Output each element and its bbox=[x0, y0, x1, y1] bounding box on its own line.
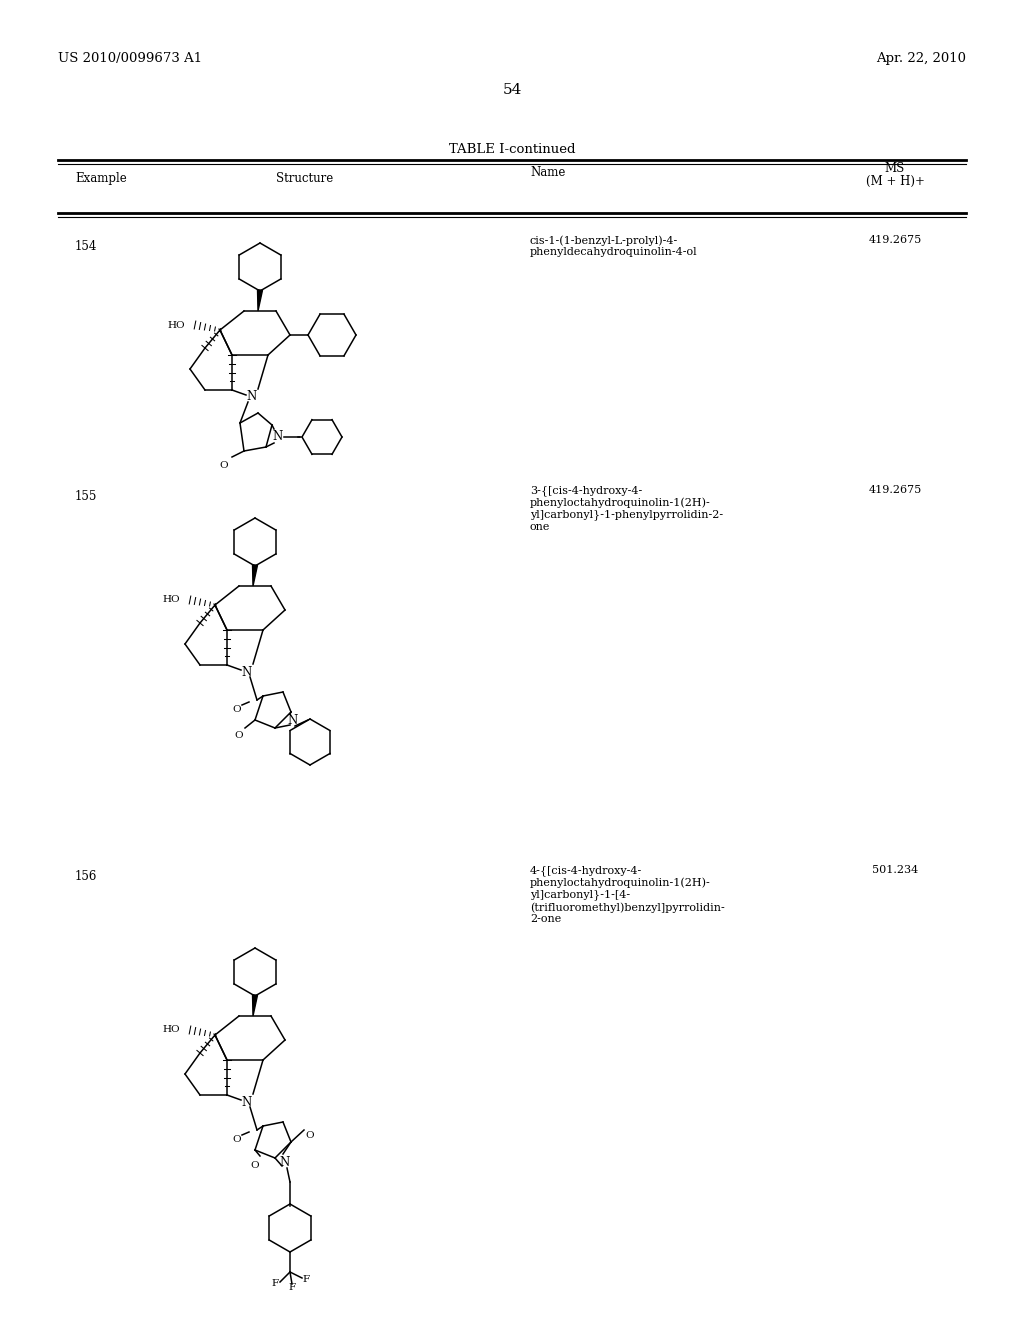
Text: HO: HO bbox=[163, 595, 180, 605]
Text: Structure: Structure bbox=[276, 172, 334, 185]
Text: 419.2675: 419.2675 bbox=[868, 235, 922, 246]
Text: N: N bbox=[242, 665, 252, 678]
Text: cis-1-(1-benzyl-L-prolyl)-4-
phenyldecahydroquinolin-4-ol: cis-1-(1-benzyl-L-prolyl)-4- phenyldecah… bbox=[530, 235, 697, 257]
Text: O: O bbox=[232, 705, 242, 714]
Text: N: N bbox=[242, 1096, 252, 1109]
Text: N: N bbox=[272, 430, 283, 444]
Text: O: O bbox=[220, 461, 228, 470]
Text: 156: 156 bbox=[75, 870, 97, 883]
Text: 4-{[cis-4-hydroxy-4-
phenyloctahydroquinolin-1(2H)-
yl]carbonyl}-1-[4-
(trifluor: 4-{[cis-4-hydroxy-4- phenyloctahydroquin… bbox=[530, 865, 725, 924]
Text: F: F bbox=[302, 1275, 309, 1284]
Text: 155: 155 bbox=[75, 490, 97, 503]
Text: N: N bbox=[280, 1155, 290, 1168]
Text: MS: MS bbox=[885, 162, 905, 176]
Text: F: F bbox=[289, 1283, 296, 1292]
Polygon shape bbox=[253, 995, 257, 1016]
Text: N: N bbox=[247, 391, 257, 404]
Polygon shape bbox=[253, 565, 257, 586]
Text: 154: 154 bbox=[75, 240, 97, 253]
Text: HO: HO bbox=[163, 1026, 180, 1035]
Text: 3-{[cis-4-hydroxy-4-
phenyloctahydroquinolin-1(2H)-
yl]carbonyl}-1-phenylpyrroli: 3-{[cis-4-hydroxy-4- phenyloctahydroquin… bbox=[530, 484, 723, 532]
Text: 54: 54 bbox=[503, 83, 521, 96]
Text: F: F bbox=[271, 1279, 279, 1288]
Text: 501.234: 501.234 bbox=[871, 865, 919, 875]
Text: O: O bbox=[306, 1130, 314, 1139]
Text: Name: Name bbox=[530, 166, 565, 180]
Text: O: O bbox=[234, 731, 244, 741]
Text: (M + H)+: (M + H)+ bbox=[865, 176, 925, 187]
Text: Apr. 22, 2010: Apr. 22, 2010 bbox=[876, 51, 966, 65]
Text: Example: Example bbox=[75, 172, 127, 185]
Text: 419.2675: 419.2675 bbox=[868, 484, 922, 495]
Text: O: O bbox=[232, 1135, 242, 1144]
Text: N: N bbox=[288, 714, 298, 726]
Text: TABLE I-continued: TABLE I-continued bbox=[449, 143, 575, 156]
Polygon shape bbox=[257, 290, 262, 312]
Text: US 2010/0099673 A1: US 2010/0099673 A1 bbox=[58, 51, 202, 65]
Text: O: O bbox=[251, 1162, 259, 1171]
Text: HO: HO bbox=[167, 321, 185, 330]
